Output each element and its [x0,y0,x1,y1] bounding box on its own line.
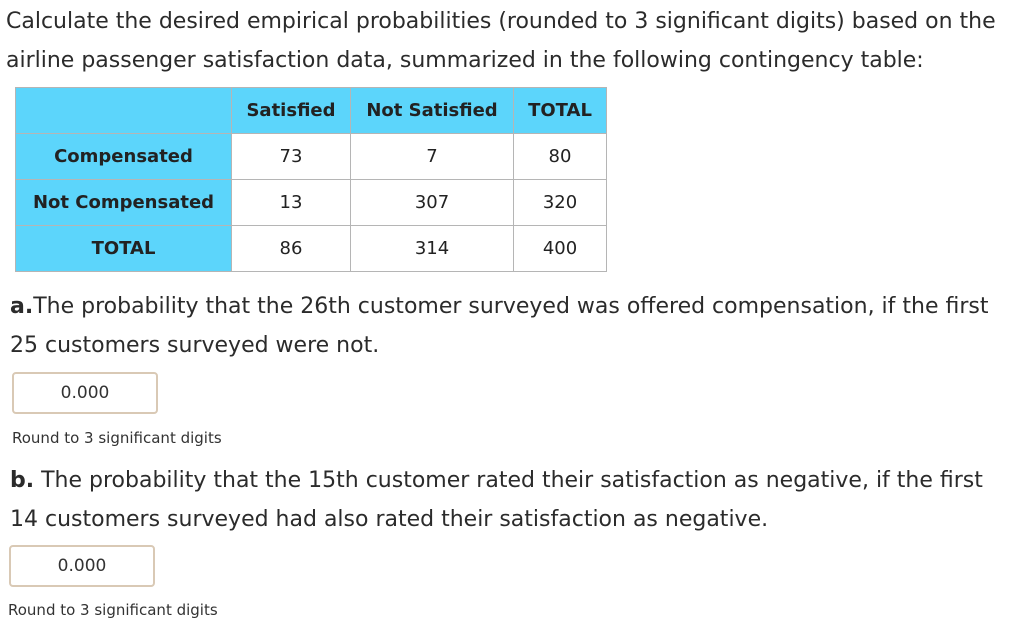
question-b-letter: b. [10,468,35,493]
table-cell: 80 [513,133,607,180]
table-row: Compensated 73 7 80 [15,133,607,180]
table-cell: 400 [513,225,607,272]
answer-b-input[interactable] [9,545,155,587]
question-a-text: The probability that the 26th customer s… [10,294,989,358]
row-header: Not Compensated [15,179,232,226]
table-cell: 73 [231,133,351,180]
question-a: a.The probability that the 26th customer… [10,287,1010,365]
table-row: Not Compensated 13 307 320 [15,179,607,226]
table-cell: 307 [350,179,514,226]
column-header: TOTAL [513,87,607,134]
row-header: TOTAL [15,225,232,272]
problem-intro: Calculate the desired empirical probabil… [6,9,996,73]
column-header: Not Satisfied [350,87,514,134]
answer-a-input[interactable] [12,372,158,414]
answer-b-hint: Round to 3 significant digits [8,601,218,619]
table-row: TOTAL 86 314 400 [15,225,607,272]
contingency-table: Satisfied Not Satisfied TOTAL Compensate… [15,87,607,272]
table-cell: 314 [350,225,514,272]
question-b-text: The probability that the 15th customer r… [10,468,983,532]
column-header: Satisfied [231,87,351,134]
row-header: Compensated [15,133,232,180]
table-cell: 7 [350,133,514,180]
answer-a-hint: Round to 3 significant digits [12,429,222,447]
question-a-letter: a. [10,294,34,319]
table-cell: 13 [231,179,351,226]
table-corner-cell [15,87,232,134]
table-header-row: Satisfied Not Satisfied TOTAL [15,87,607,134]
table-cell: 320 [513,179,607,226]
question-b: b. The probability that the 15th custome… [10,461,1010,539]
table-cell: 86 [231,225,351,272]
